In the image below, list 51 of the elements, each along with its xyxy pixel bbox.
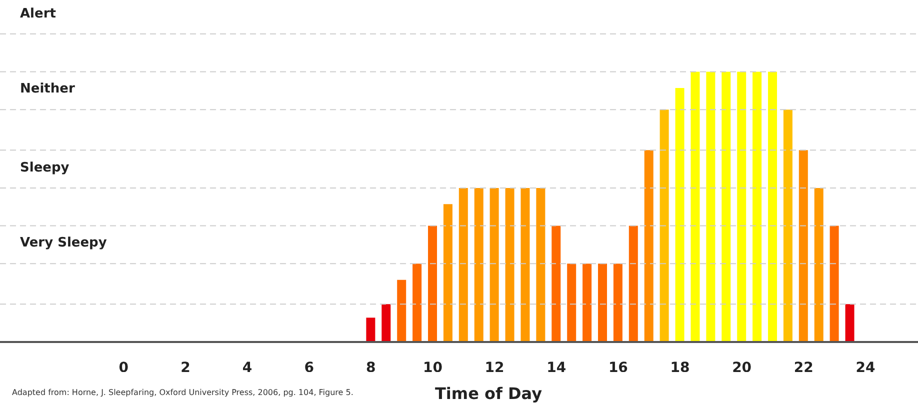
annotation: Very Sleepy	[20, 236, 107, 251]
bar	[783, 110, 792, 342]
x-tick-label: 0	[118, 360, 129, 376]
x-tick-label: 8	[366, 360, 376, 376]
x-tick-label: 6	[304, 360, 314, 376]
bar	[628, 226, 638, 342]
bar	[397, 280, 406, 342]
bar	[382, 304, 391, 342]
bar	[490, 188, 499, 342]
bar	[443, 204, 452, 342]
bar	[567, 264, 576, 342]
bar	[428, 226, 437, 342]
bar	[644, 150, 654, 342]
x-tick-label: 20	[732, 360, 752, 376]
text: Adapted from: Horne, J. Sleepfaring, Oxford University Press, 2006, pg. 104, Figure 5.	[12, 388, 354, 397]
x-tick-label: 18	[670, 360, 690, 376]
bar	[412, 264, 422, 342]
bar	[536, 188, 546, 342]
bar	[582, 264, 592, 342]
bar	[552, 226, 561, 342]
bar	[675, 88, 684, 342]
bar	[690, 72, 700, 342]
bar	[598, 264, 607, 342]
bar	[520, 188, 530, 342]
annotation: Neither	[20, 82, 75, 97]
bar	[722, 72, 731, 342]
bar	[505, 188, 514, 342]
x-tick-label: 16	[608, 360, 628, 376]
x-axis-title: Time of Day	[435, 384, 542, 403]
annotation: Sleepy	[20, 160, 70, 176]
x-tick-label: 24	[856, 360, 876, 376]
bar	[660, 110, 669, 342]
bar	[366, 318, 376, 342]
bar	[845, 304, 854, 342]
bar	[768, 72, 777, 342]
bar	[737, 72, 746, 342]
bar	[613, 264, 622, 342]
bar	[814, 188, 824, 342]
x-tick-label: 2	[180, 360, 190, 376]
x-tick-label: 22	[794, 360, 814, 376]
x-tick-label: 4	[242, 360, 252, 376]
bar	[706, 72, 716, 342]
x-tick-label: 14	[546, 360, 566, 376]
x-tick-label: 10	[422, 360, 443, 376]
x-tick-label: 12	[484, 360, 504, 376]
bar	[752, 72, 762, 342]
text: Alert	[20, 6, 56, 22]
bar	[458, 188, 468, 342]
bar	[830, 226, 839, 342]
bar	[474, 188, 484, 342]
bar	[798, 150, 808, 342]
